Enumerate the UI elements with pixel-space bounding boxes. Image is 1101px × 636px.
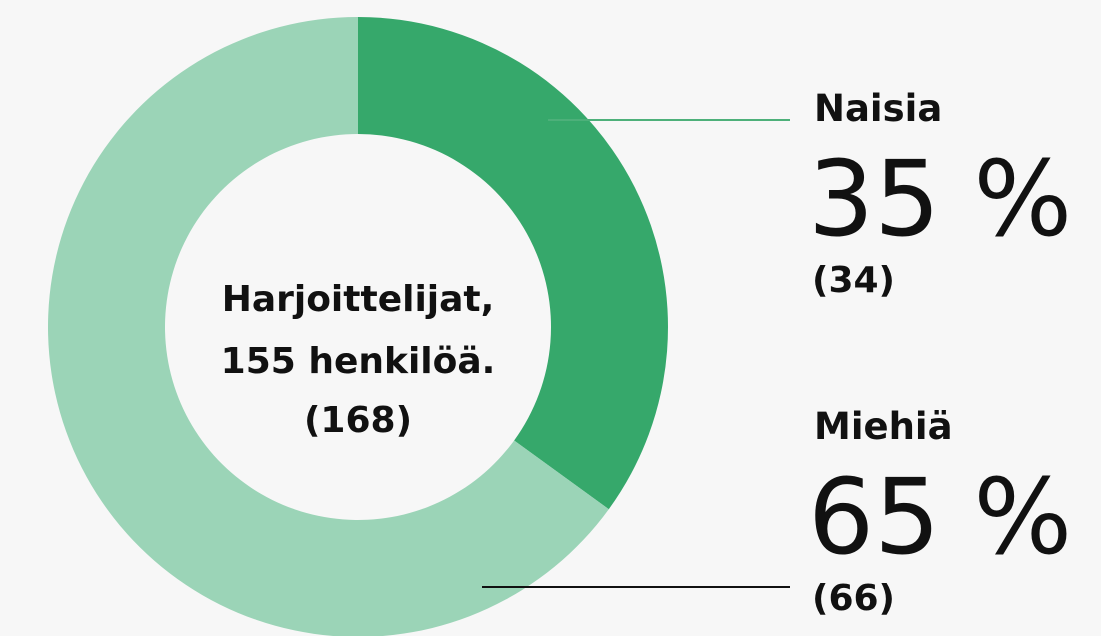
legend-label: Naisia [814,87,942,130]
legend-label: Miehiä [814,405,953,448]
center-text: (168) [304,400,412,441]
value-label: 35 % [808,138,1072,260]
value-label: 65 % [808,456,1072,578]
previous-label: (34) [812,260,895,301]
center-text: Harjoittelijat, [222,279,495,320]
center-text: 155 henkilöä. [221,341,496,382]
previous-label: (66) [812,578,895,619]
donut-segment [358,17,668,510]
donut-segment [48,17,609,636]
